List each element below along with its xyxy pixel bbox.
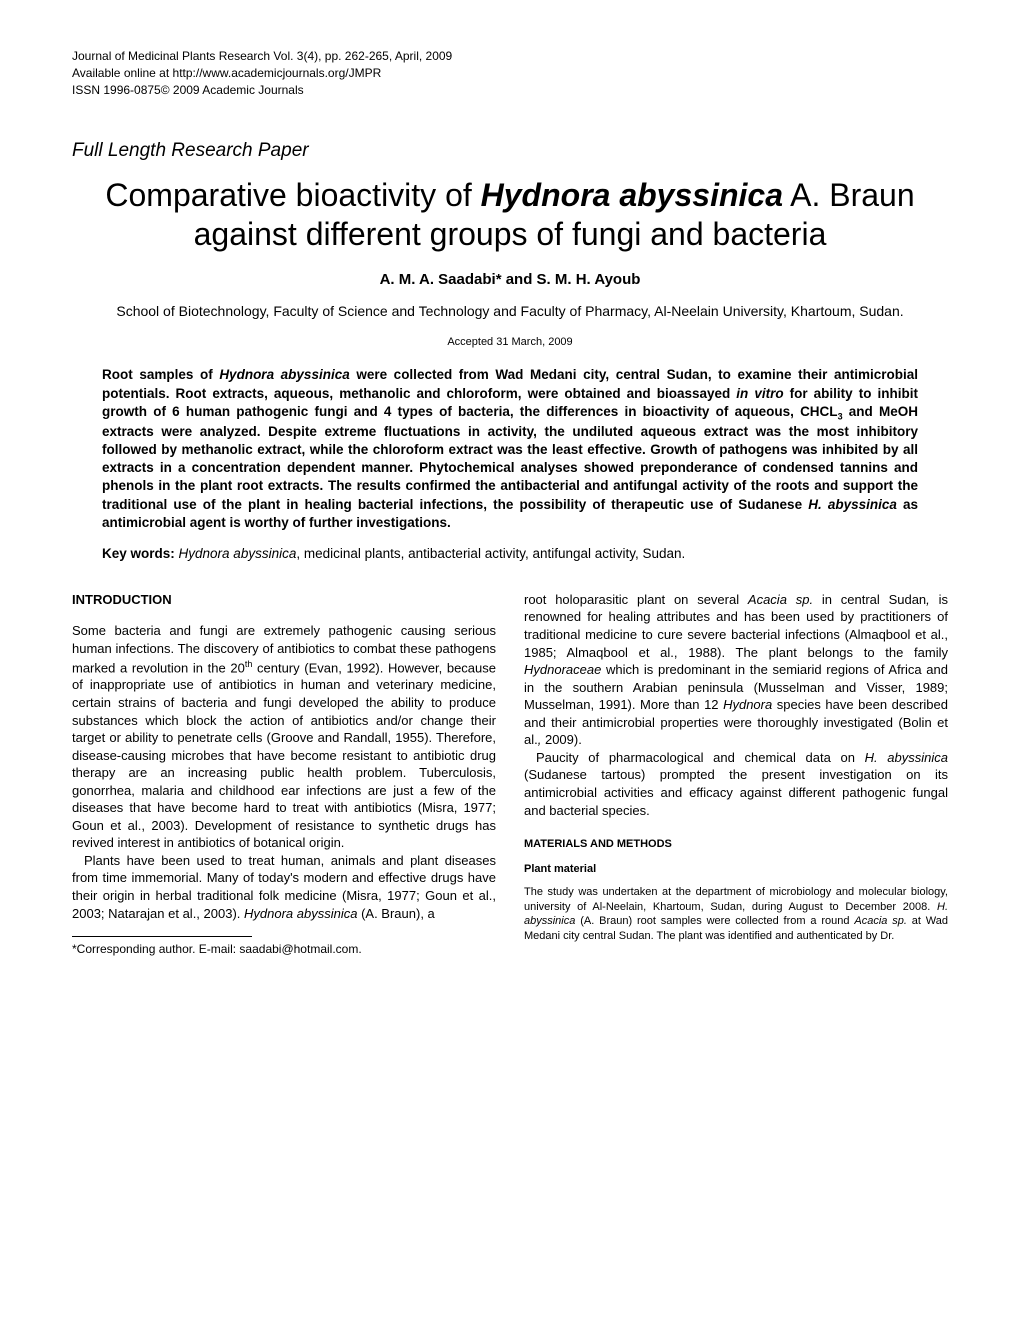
intro-p1: Some bacteria and fungi are extremely pa…	[72, 622, 496, 851]
authors: A. M. A. Saadabi* and S. M. H. Ayoub	[72, 271, 948, 288]
keywords-label: Key words:	[102, 546, 179, 561]
journal-line-1: Journal of Medicinal Plants Research Vol…	[72, 48, 948, 65]
left-column: INTRODUCTION Some bacteria and fungi are…	[72, 591, 496, 957]
journal-line-3: ISSN 1996-0875© 2009 Academic Journals	[72, 82, 948, 99]
methods-heading: MATERIALS AND METHODS	[524, 837, 948, 852]
intro-p2: Plants have been used to treat human, an…	[72, 852, 496, 922]
intro-p4: Paucity of pharmacological and chemical …	[524, 749, 948, 819]
journal-header: Journal of Medicinal Plants Research Vol…	[72, 48, 948, 98]
introduction-heading: INTRODUCTION	[72, 591, 496, 609]
intro-p3: root holoparasitic plant on several Acac…	[524, 591, 948, 749]
keywords: Key words: Hydnora abyssinica, medicinal…	[102, 546, 918, 561]
footnote-separator	[72, 936, 252, 937]
abstract: Root samples of Hydnora abyssinica were …	[102, 366, 918, 532]
plant-material-heading: Plant material	[524, 862, 948, 877]
paper-type: Full Length Research Paper	[72, 140, 948, 162]
affiliation: School of Biotechnology, Faculty of Scie…	[72, 302, 948, 320]
title-species: Hydnora abyssinica	[481, 177, 783, 213]
body-columns: INTRODUCTION Some bacteria and fungi are…	[72, 591, 948, 957]
corresponding-author: *Corresponding author. E-mail: saadabi@h…	[72, 941, 496, 957]
paper-title: Comparative bioactivity of Hydnora abyss…	[72, 176, 948, 253]
journal-line-2: Available online at http://www.academicj…	[72, 65, 948, 82]
methods-p1: The study was undertaken at the departme…	[524, 885, 948, 944]
right-column: root holoparasitic plant on several Acac…	[524, 591, 948, 957]
accepted-date: Accepted 31 March, 2009	[72, 336, 948, 348]
title-prefix: Comparative bioactivity of	[105, 177, 480, 213]
